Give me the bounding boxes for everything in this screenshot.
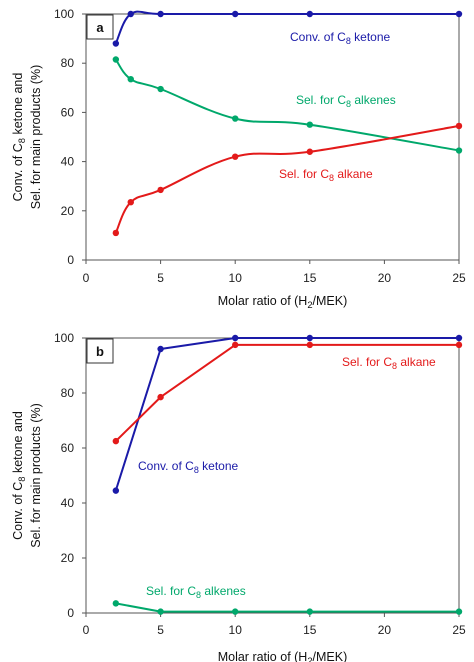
series-line [114,602,460,613]
y-tick-label: 60 [61,105,75,119]
data-point [455,147,463,154]
data-point [455,334,463,342]
panel-tag: b [96,344,104,359]
data-point [112,600,120,607]
x-axis-title: Molar ratio of (H2/MEK) [218,650,348,662]
y-tick-label: 0 [67,606,74,620]
y-tick-label: 80 [61,56,75,70]
y-axis-title-line2: Sel. for main products (%) [29,403,43,548]
y-axis-title: Conv. of C8 ketone and Sel. for main prod… [11,403,43,548]
data-point [455,10,463,18]
data-point [112,437,120,445]
data-point [112,56,120,63]
data-point [232,153,239,160]
data-point [306,121,313,128]
data-point [112,487,120,494]
data-point [232,115,239,122]
x-tick-label: 10 [229,623,243,637]
panel-tag-box [86,338,114,364]
series-line [114,58,460,152]
y-axis-title-line1: Conv. of C8 ketone and [11,411,27,540]
series-label: Conv. of C8 ketone [290,30,391,46]
y-tick-label: 100 [54,331,74,345]
data-point [157,608,164,615]
panel-tag-box [86,14,114,40]
data-point [232,608,239,615]
y-tick-label: 20 [61,204,75,218]
y-tick-label: 80 [61,386,75,400]
data-point [127,198,134,206]
y-tick-label: 20 [61,551,75,565]
data-point [232,341,239,349]
y-axis-title: Conv. of C8 ketone and Sel. for main prod… [11,65,43,210]
data-point [127,75,134,83]
series-label: Conv. of C8 ketone [138,459,239,475]
data-point [157,186,164,194]
panel-tag: a [96,20,104,35]
series-label: Sel. for C8 alkenes [146,584,246,600]
data-point [157,345,164,353]
data-point [157,10,164,18]
plot-frame [85,337,460,614]
series-label: Sel. for C8 alkane [342,355,436,371]
data-point [157,393,164,401]
data-point [157,85,164,93]
data-point [306,608,313,615]
data-point [455,122,463,130]
chart-panel-b: 0 20 40 60 80 100 0 5 10 15 20 25 Molar ratio of (H2… [11,331,466,662]
chart-panel-a: 0 20 40 60 80 100 0 5 10 15 20 25 Molar ratio of (H2… [11,7,466,310]
data-point [455,341,463,349]
x-tick-label: 0 [83,271,90,285]
y-axis-title-line2: Sel. for main products (%) [29,65,43,210]
data-point [112,40,120,47]
y-tick-label: 40 [61,496,75,510]
data-point [232,10,239,18]
series-line [114,10,460,45]
data-point [306,10,313,18]
x-tick-label: 5 [157,271,164,285]
x-tick-label: 20 [378,623,392,637]
x-tick-label: 25 [452,623,466,637]
x-tick-label: 25 [452,271,466,285]
y-tick-label: 40 [61,155,75,169]
x-tick-label: 15 [303,623,317,637]
x-tick-label: 15 [303,271,317,285]
series-label: Sel. for C8 alkenes [296,93,396,109]
x-tick-label: 10 [229,271,243,285]
x-tick-label: 5 [157,623,164,637]
data-point [306,341,313,349]
series-label: Sel. for C8 alkane [279,167,373,183]
x-tick-label: 0 [83,623,90,637]
data-point [306,148,313,155]
data-point [112,229,120,237]
data-point [306,334,313,342]
x-axis-title: Molar ratio of (H2/MEK) [218,294,348,310]
data-point [455,608,463,615]
y-axis-title-line1: Conv. of C8 ketone and [11,73,27,202]
data-point [127,10,134,18]
y-tick-label: 60 [61,441,75,455]
y-tick-label: 0 [67,253,74,267]
y-tick-label: 100 [54,7,74,21]
data-point [232,334,239,342]
x-tick-label: 20 [378,271,392,285]
